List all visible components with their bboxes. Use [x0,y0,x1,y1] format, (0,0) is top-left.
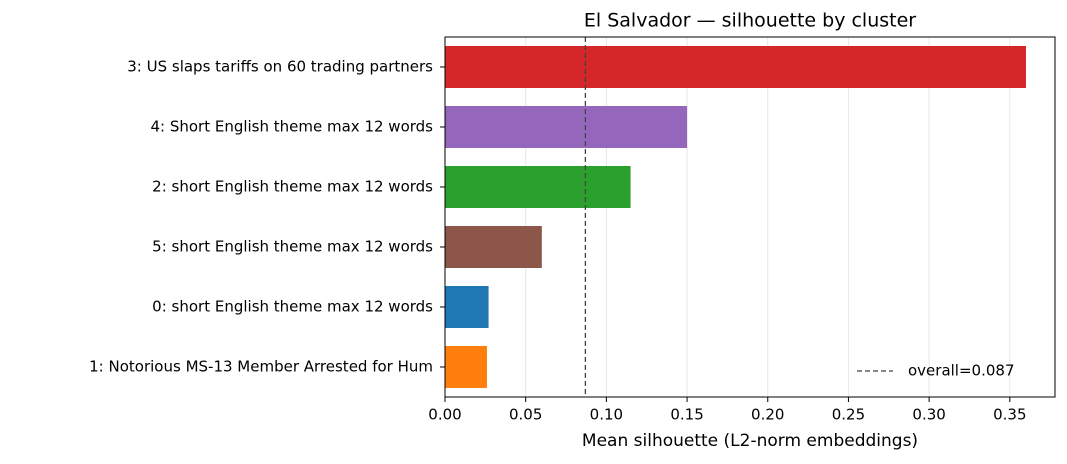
x-tick-label: 0.25 [832,406,865,424]
bar [445,286,489,328]
x-tick-label: 0.30 [912,406,945,424]
y-tick-label: 2: short English theme max 12 words [152,178,433,196]
x-tick-label: 0.20 [751,406,784,424]
x-tick-label: 0.10 [590,406,623,424]
x-axis-label: Mean silhouette (L2-norm embeddings) [582,431,918,451]
y-tick-label: 0: short English theme max 12 words [152,298,433,316]
plot-frame [444,36,1056,398]
y-tick-label: 1: Notorious MS-13 Member Arrested for H… [89,358,433,376]
bar [445,346,487,388]
y-tick-label: 3: US slaps tariffs on 60 trading partne… [127,58,433,76]
x-tick-label: 0.15 [670,406,703,424]
chart-title: El Salvador — silhouette by cluster [584,10,916,32]
bar [445,46,1026,88]
x-tick-label: 0.00 [428,406,461,424]
bar [445,106,688,148]
legend-label: overall=0.087 [908,362,1015,380]
bar [445,166,631,208]
y-tick-label: 5: short English theme max 12 words [152,238,433,256]
x-tick-label: 0.35 [993,406,1026,424]
y-tick-label: 4: Short English theme max 12 words [150,118,433,136]
x-tick-label: 0.05 [509,406,542,424]
bar [445,226,542,268]
